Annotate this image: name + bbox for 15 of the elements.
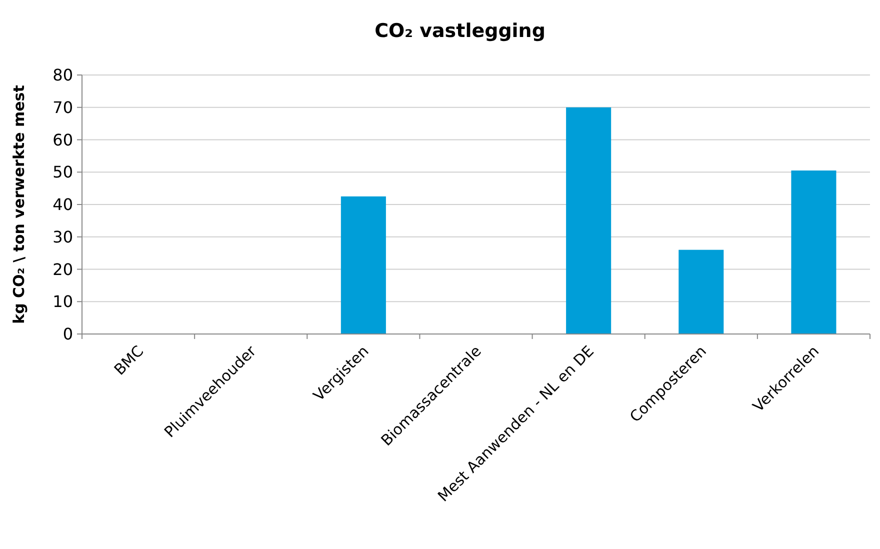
y-tick-label: 0 [62,324,73,344]
bar [566,107,612,334]
y-tick-label: 60 [52,130,73,150]
bar [791,170,836,334]
y-axis-title: kg CO₂ \ ton verwerkte mest [10,85,28,324]
bar [340,196,386,334]
y-tick-label: 40 [52,195,73,214]
y-tick-label: 50 [52,162,73,182]
chart-title: CO₂ vastlegging [374,20,546,42]
bar [678,250,724,334]
y-tick-label: 80 [52,66,73,85]
y-tick-label: 30 [52,227,73,246]
y-tick-label: 20 [52,260,73,279]
y-tick-label: 10 [52,292,73,312]
y-tick-label: 70 [52,98,73,117]
